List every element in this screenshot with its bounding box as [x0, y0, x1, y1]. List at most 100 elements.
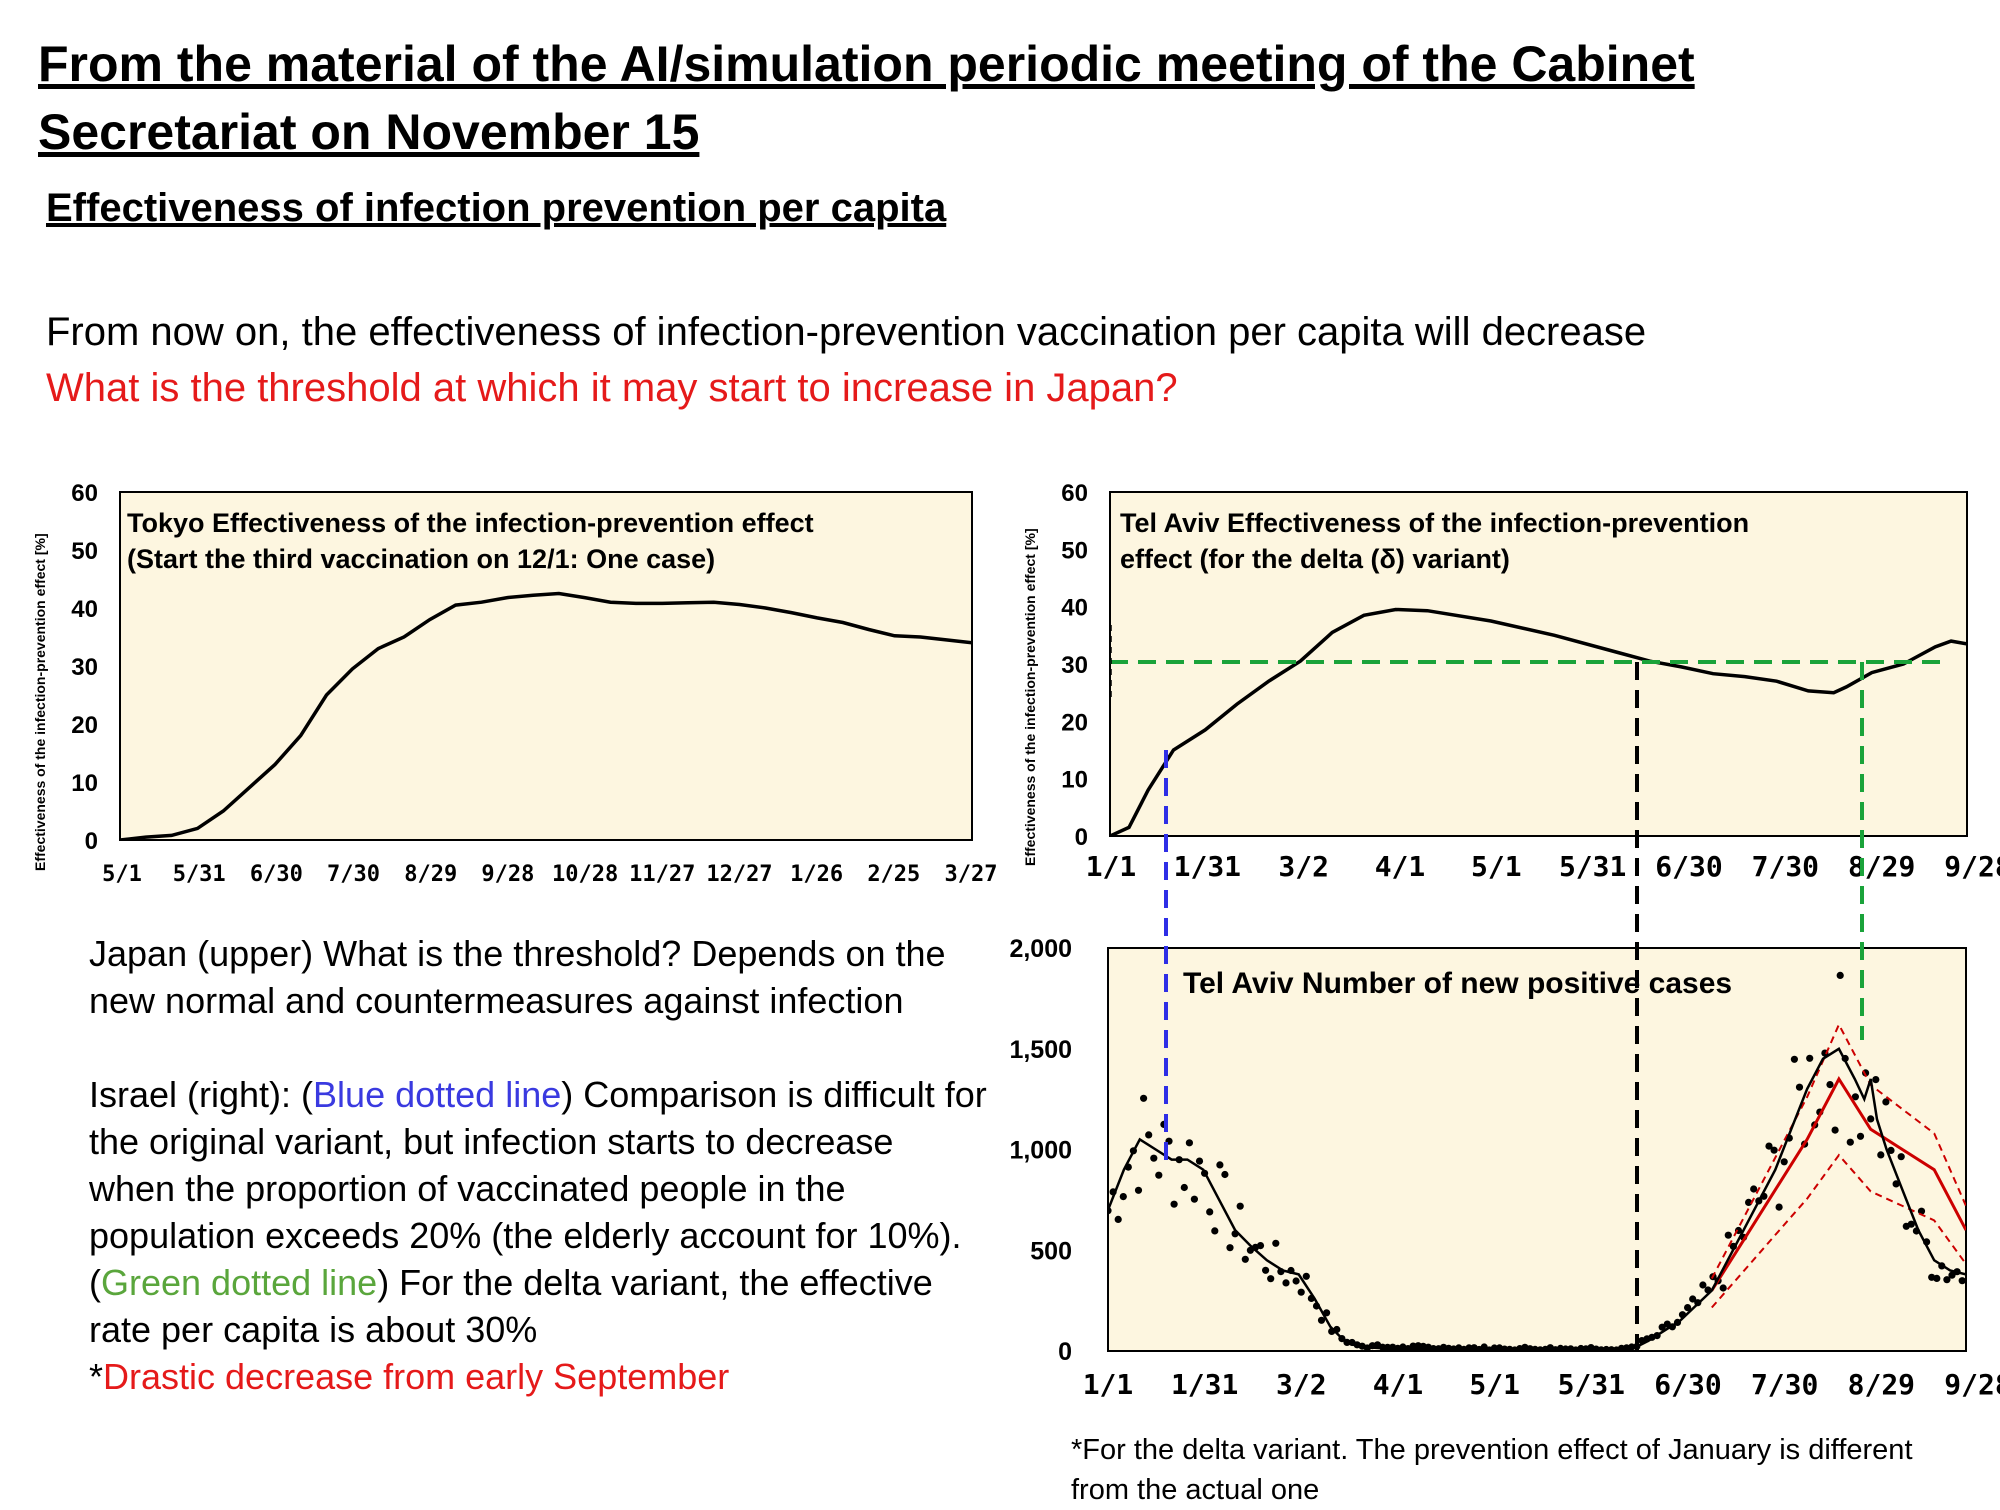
telaviv-cases-dot: [1887, 1146, 1895, 1154]
tokyo-x-tick-label: 3/27: [945, 862, 998, 887]
telaviv-effect-y-tick-label: 60: [1061, 480, 1088, 507]
tokyo-x-tick-label: 9/28: [481, 862, 534, 887]
telaviv-cases-dot: [1155, 1171, 1163, 1179]
telaviv-cases-dot: [1826, 1081, 1834, 1089]
green-line-label: Green dotted line: [101, 1262, 378, 1303]
telaviv-effect-x-tick-label: 1/1: [1086, 850, 1137, 883]
blue-line-label: Blue dotted line: [313, 1074, 562, 1115]
telaviv-cases-dot: [1236, 1202, 1244, 1210]
telaviv-cases-y-tick-label: 2,000: [1009, 935, 1072, 963]
telaviv-cases-dot: [1684, 1304, 1692, 1312]
telaviv-cases-dot: [1795, 1083, 1804, 1091]
star-mark: *: [89, 1356, 104, 1397]
tokyo-x-tick-label: 12/27: [706, 862, 772, 887]
telaviv-cases-dot: [1267, 1275, 1275, 1283]
telaviv-cases-dot: [1897, 1153, 1905, 1161]
telaviv-cases-dot: [1958, 1277, 1966, 1285]
telaviv-cases-dot: [1907, 1220, 1915, 1228]
israel-note-pre: Israel (right): (: [89, 1074, 314, 1115]
telaviv-cases-dot: [1719, 1284, 1727, 1292]
telaviv-cases-dot: [1831, 1126, 1839, 1134]
tokyo-x-tick-label: 8/29: [404, 862, 457, 887]
telaviv-cases-dot: [1119, 1193, 1127, 1201]
telaviv-cases-x-tick-label: 1/31: [1171, 1368, 1238, 1401]
israel-note-mid: ) Comparison is difficult for the origin…: [89, 1074, 987, 1303]
tokyo-x-ticks: 5/1 5/31 6/30 7/30 8/29 9/28 10/28 11/27 12/27 1/…: [102, 862, 997, 887]
telaviv-cases-dot: [1206, 1208, 1214, 1216]
telaviv-cases-x-tick-label: 9/28: [1944, 1368, 2000, 1401]
notes-block: Japan (upper) What is the threshold? Dep…: [89, 930, 989, 1447]
telaviv-cases-dot: [1775, 1203, 1783, 1211]
tokyo-y-tick-label: 60: [71, 480, 98, 507]
telaviv-cases-x-tick-label: 4/1: [1373, 1368, 1424, 1401]
telaviv-effect-y-tick-label: 10: [1061, 767, 1088, 794]
telaviv-cases-dot: [1770, 1146, 1778, 1154]
footnote: *For the delta variant. The prevention e…: [1071, 1434, 1913, 1506]
telaviv-cases-dot: [1765, 1142, 1773, 1150]
telaviv-cases-x-tick-label: 1/1: [1083, 1368, 1134, 1401]
telaviv-cases-red-line: [1710, 1076, 1966, 1292]
telaviv-cases-dot: [1943, 1276, 1951, 1284]
intro-statement: From now on, the effectiveness of infect…: [46, 310, 1647, 354]
telaviv-cases-dot: [1872, 1076, 1880, 1084]
telaviv-cases-dot: [1882, 1098, 1890, 1106]
telaviv-cases-dot: [1185, 1139, 1193, 1147]
telaviv-cases-dot: [1211, 1227, 1219, 1235]
telaviv-cases-dot: [1724, 1231, 1732, 1239]
telaviv-effect-line: [1110, 607, 1967, 836]
telaviv-cases-y-tick-label: 1,500: [1009, 1036, 1072, 1064]
tokyo-x-tick-label: 1/26: [790, 862, 843, 887]
telaviv-cases-dot: [1317, 1316, 1326, 1324]
telaviv-cases-dot: [1190, 1195, 1198, 1203]
telaviv-cases-dot: [1297, 1288, 1305, 1296]
telaviv-cases-x-tick-label: 7/30: [1751, 1368, 1818, 1401]
telaviv-cases-lower-band: [1711, 1153, 1966, 1309]
tokyo-x-tick-label: 11/27: [629, 862, 695, 887]
telaviv-cases-y-tick-label: 1,000: [1009, 1137, 1072, 1165]
telaviv-cases-dot: [1114, 1215, 1122, 1223]
tokyo-chart-title: Tokyo Effectiveness of the infection-pre…: [127, 508, 814, 538]
telaviv-cases-dot: [1836, 971, 1844, 980]
telaviv-cases-dot: [1856, 1132, 1865, 1140]
telaviv-cases-dot: [1750, 1185, 1758, 1193]
telaviv-cases-line: [1108, 1047, 1966, 1351]
tokyo-y-tick-label: 10: [71, 770, 98, 797]
tokyo-x-tick-label: 5/1: [102, 862, 142, 887]
telaviv-cases-dot: [1790, 1055, 1798, 1063]
telaviv-cases-dot: [1846, 1138, 1854, 1146]
telaviv-cases-y-ticks: 0 500 1,000 1,500 2,000: [1009, 935, 1072, 1366]
telaviv-cases-dot: [1806, 1054, 1814, 1062]
telaviv-cases-x-tick-label: 5/31: [1558, 1368, 1625, 1401]
telaviv-effect-subtitle: effect (for the delta (δ) variant): [1120, 544, 1510, 574]
telaviv-cases-dot: [1745, 1198, 1753, 1206]
tokyo-y-tick-label: 0: [85, 828, 98, 855]
telaviv-effect-x-tick-label: 9/28: [1944, 850, 2000, 883]
telaviv-cases-dot: [1256, 1242, 1265, 1250]
telaviv-effect-x-tick-label: 7/30: [1752, 850, 1819, 883]
telaviv-cases-dot: [1180, 1183, 1188, 1192]
page-title: From the material of the AI/simulation p…: [38, 36, 1695, 160]
telaviv-cases-plot-area: [1107, 947, 1967, 1352]
telaviv-effect-y-tick-label: 20: [1061, 709, 1088, 736]
telaviv-effect-title: Tel Aviv Effectiveness of the infection-…: [1120, 508, 1749, 538]
telaviv-cases-y-tick-label: 0: [1058, 1338, 1072, 1366]
telaviv-cases-dot: [1221, 1170, 1229, 1179]
telaviv-cases-x-tick-label: 5/1: [1469, 1368, 1520, 1401]
tokyo-x-tick-label: 5/31: [173, 862, 226, 887]
drastic-decrease-note: Drastic decrease from early September: [103, 1356, 730, 1397]
telaviv-effect-y-tick-label: 0: [1075, 824, 1088, 851]
telaviv-effect-y-ticks: 0 10 20 30 40 50 60: [1061, 480, 1088, 851]
telaviv-effect-x-tick-label: 6/30: [1655, 850, 1722, 883]
tokyo-chart-subtitle: (Start the third vaccination on 12/1: On…: [127, 544, 715, 574]
telaviv-cases-dot: [1877, 1151, 1885, 1159]
telaviv-cases-dot: [1867, 1115, 1875, 1123]
telaviv-cases-dot: [1140, 1094, 1148, 1102]
telaviv-cases-dot: [1134, 1186, 1143, 1194]
tokyo-y-tick-label: 20: [71, 712, 98, 739]
telaviv-effect-y-tick-label: 30: [1061, 652, 1088, 679]
telaviv-cases-x-tick-label: 8/29: [1848, 1368, 1915, 1401]
tokyo-y-ticks: 0 10 20 30 40 50 60: [71, 480, 98, 855]
telaviv-cases-title: Tel Aviv Number of new positive cases: [1183, 967, 1732, 1000]
intro-question: What is the threshold at which it may st…: [46, 366, 1178, 410]
telaviv-cases-dot: [1933, 1274, 1941, 1282]
